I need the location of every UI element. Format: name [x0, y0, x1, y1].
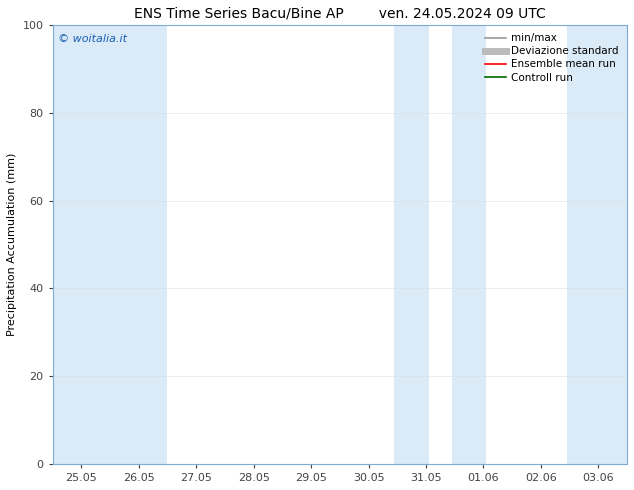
Bar	[394, 25, 429, 464]
Bar	[53, 25, 167, 464]
Title: ENS Time Series Bacu/Bine AP        ven. 24.05.2024 09 UTC: ENS Time Series Bacu/Bine AP ven. 24.05.…	[134, 7, 546, 21]
Bar	[567, 25, 630, 464]
Legend: min/max, Deviazione standard, Ensemble mean run, Controll run: min/max, Deviazione standard, Ensemble m…	[482, 30, 622, 86]
Bar	[452, 25, 486, 464]
Text: © woitalia.it: © woitalia.it	[58, 34, 127, 44]
Y-axis label: Precipitation Accumulation (mm): Precipitation Accumulation (mm)	[7, 153, 17, 336]
